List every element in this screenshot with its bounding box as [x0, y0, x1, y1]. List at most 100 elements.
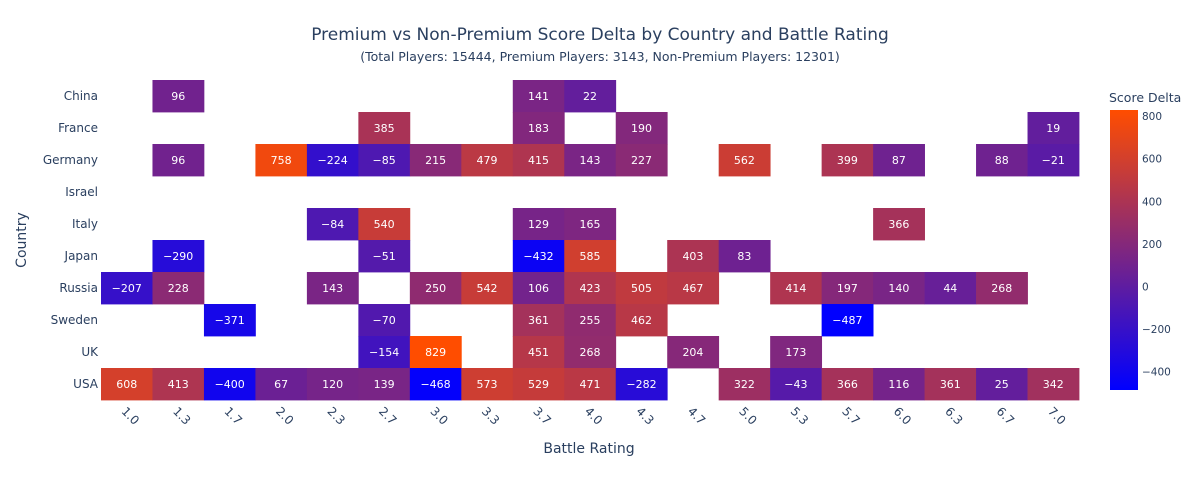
colorbar-tick-label: 0 [1142, 281, 1149, 293]
cell-value-label: 129 [528, 218, 549, 231]
heatmap-cell [718, 240, 771, 273]
heatmap-cell [873, 208, 925, 241]
x-tick-label: 5.3 [788, 404, 811, 427]
cell-value-label: 479 [477, 154, 498, 167]
heatmap-cell [770, 272, 823, 305]
cell-value-label: 227 [631, 154, 652, 167]
cell-value-label: −432 [523, 250, 553, 263]
cell-value-label: 361 [940, 378, 961, 391]
cell-value-label: −70 [373, 314, 396, 327]
heatmap-cell [409, 144, 462, 177]
heatmap-cell [564, 80, 617, 113]
cell-value-label: 540 [374, 218, 395, 231]
x-tick-label: 5.7 [839, 404, 862, 427]
heatmap-cell [152, 144, 205, 177]
x-tick-label: 1.0 [119, 404, 142, 427]
cell-value-label: 366 [837, 378, 858, 391]
cell-value-label: 573 [477, 378, 498, 391]
heatmap-cell [615, 144, 668, 177]
y-tick-label: USA [73, 377, 99, 391]
cell-value-label: 462 [631, 314, 652, 327]
heatmap-cell [306, 272, 359, 305]
cell-value-label: 19 [1046, 122, 1060, 135]
x-tick-label: 6.0 [891, 404, 914, 427]
heatmap-cell [358, 112, 411, 145]
cell-value-label: 141 [528, 90, 549, 103]
heatmap-cell [358, 336, 411, 369]
x-tick-label: 1.3 [170, 404, 193, 427]
colorbar: Score Delta −400 −200 0 200 400 600 800 [1109, 90, 1181, 390]
heatmap-cell [770, 368, 823, 401]
heatmap-cell [512, 368, 565, 401]
chart-title: Premium vs Non-Premium Score Delta by Co… [311, 25, 889, 45]
cell-value-label: 471 [580, 378, 601, 391]
cell-value-label: −43 [784, 378, 807, 391]
cell-value-label: −85 [373, 154, 396, 167]
heatmap-cell [1027, 112, 1080, 145]
cell-value-label: 67 [274, 378, 288, 391]
y-tick-label: Italy [72, 217, 98, 231]
cell-value-label: 204 [682, 346, 703, 359]
heatmap-cell [409, 336, 462, 369]
cell-value-label: 366 [888, 218, 909, 231]
cell-value-label: −400 [215, 378, 245, 391]
heatmap-cell [770, 336, 823, 369]
heatmap-cell [512, 336, 565, 369]
heatmap-cell [1027, 144, 1080, 177]
cell-value-label: 143 [580, 154, 601, 167]
cell-value-label: −154 [369, 346, 399, 359]
colorbar-tick-label: 600 [1142, 154, 1162, 166]
y-tick-label: Israel [65, 185, 98, 199]
cell-value-label: −207 [112, 282, 142, 295]
heatmap-cell [924, 368, 977, 401]
cell-value-label: −487 [832, 314, 862, 327]
cell-value-label: 140 [888, 282, 909, 295]
y-axis-title: Country [14, 212, 30, 268]
heatmap-cell [615, 368, 668, 401]
heatmap-cell [564, 336, 617, 369]
cell-value-label: −468 [420, 378, 450, 391]
heatmap-cell [718, 144, 771, 177]
heatmap-cell [461, 144, 514, 177]
heatmap-cell [821, 304, 874, 337]
y-tick-label: China [64, 89, 98, 103]
cell-value-label: 215 [425, 154, 446, 167]
heatmap-cell [873, 272, 925, 305]
cell-value-label: 139 [374, 378, 395, 391]
y-axis-ticks: China France Germany Israel Italy Japan Russia… [43, 89, 99, 391]
x-tick-label: 3.3 [479, 404, 502, 427]
heatmap-cell [152, 272, 205, 305]
cell-value-label: 268 [580, 346, 601, 359]
heatmap-cell [358, 144, 411, 177]
cell-value-label: 414 [785, 282, 806, 295]
cell-value-label: 87 [892, 154, 906, 167]
heatmap-cell [718, 368, 771, 401]
cell-value-label: 250 [425, 282, 446, 295]
heatmap-cell [1027, 368, 1080, 401]
x-tick-label: 3.0 [427, 404, 450, 427]
heatmap-cell [306, 208, 359, 241]
heatmap-cell [615, 304, 668, 337]
heatmap-cell [512, 272, 565, 305]
cell-value-label: 562 [734, 154, 755, 167]
heatmap-cell [976, 368, 1028, 401]
heatmap-cell [152, 368, 205, 401]
x-tick-label: 4.7 [685, 404, 708, 427]
y-tick-label: Japan [64, 249, 98, 263]
colorbar-tick-label: 400 [1142, 196, 1162, 208]
cell-value-label: 542 [477, 282, 498, 295]
heatmap-cell [101, 368, 153, 401]
x-tick-label: 2.3 [325, 404, 348, 427]
cell-value-label: 165 [580, 218, 601, 231]
colorbar-tick-label: 800 [1142, 111, 1162, 123]
x-tick-label: 4.0 [582, 404, 605, 427]
cell-value-label: 96 [171, 90, 185, 103]
cell-value-label: 403 [682, 250, 703, 263]
y-tick-label: UK [81, 345, 99, 359]
heatmap-cell [821, 272, 874, 305]
cell-value-label: 197 [837, 282, 858, 295]
x-tick-label: 4.3 [633, 404, 656, 427]
x-tick-label: 6.7 [994, 404, 1017, 427]
heatmap-cell [203, 304, 256, 337]
colorbar-title: Score Delta [1109, 90, 1181, 105]
